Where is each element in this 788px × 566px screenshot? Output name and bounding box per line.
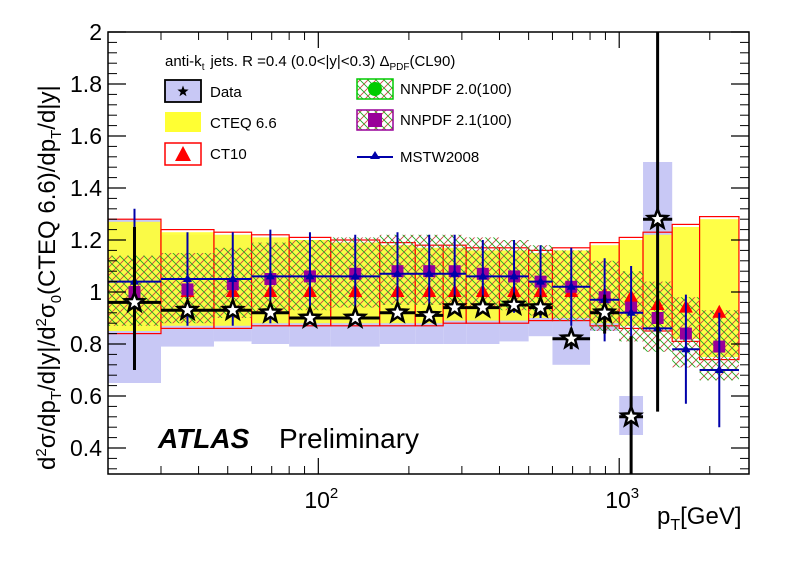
data-marker <box>618 403 644 428</box>
data-marker <box>384 299 411 324</box>
plot-frame <box>107 31 750 475</box>
data-marker <box>174 296 201 322</box>
legend-label-cteq: CTEQ 6.6 <box>210 115 277 132</box>
legend-item-data: Data <box>164 79 242 103</box>
mstw-marker <box>424 268 434 277</box>
x-tick-label: 103 <box>605 485 639 513</box>
data-marker <box>558 325 585 350</box>
mstw-marker <box>228 274 238 282</box>
legend-label-data: Data <box>210 84 242 101</box>
legend: Data CTEQ 6.6 CT10 NNPDF 2.0(100) NNPDF … <box>164 78 512 166</box>
mstw-marker <box>681 344 691 353</box>
circle-icon <box>368 82 382 96</box>
triangle-icon <box>370 151 380 159</box>
x-axis-title: pT[GeV] <box>657 503 742 534</box>
data-marker <box>501 291 528 317</box>
legend-item-nnpdf20: NNPDF 2.0(100) <box>356 78 512 100</box>
legend-item-mstw: MSTW2008 <box>357 149 479 166</box>
y-tick-label: 1.2 <box>70 227 102 253</box>
ct10-marker <box>712 304 727 318</box>
y-tick-label: 1 <box>89 279 102 305</box>
header-text: anti-kt jets. R =0.4 (0.0<|y|<0.3) ΔPDF(CL… <box>165 53 455 73</box>
data-marker <box>591 299 618 324</box>
data-marker <box>441 294 468 319</box>
mstw-marker <box>566 281 576 290</box>
data-marker <box>342 304 369 330</box>
legend-item-nnpdf21: NNPDF 2.1(100) <box>356 109 512 131</box>
legend-label-nnpdf20: NNPDF 2.0(100) <box>400 81 512 98</box>
triangle-icon <box>175 146 191 161</box>
mstw-marker <box>350 271 360 280</box>
square-icon <box>368 113 382 127</box>
mstw-marker <box>536 276 546 285</box>
y-tick-label: 0.4 <box>70 435 102 461</box>
y-tick-label: 0.8 <box>70 331 102 357</box>
legend-item-cteq: CTEQ 6.6 <box>165 112 277 132</box>
data-marker <box>527 294 554 319</box>
y-tick-label: 1.4 <box>70 175 102 201</box>
atlas-label: ATLAS <box>157 423 250 454</box>
mstw-marker <box>450 268 460 277</box>
legend-label-nnpdf21: NNPDF 2.1(100) <box>400 112 512 129</box>
x-tick-label: 102 <box>304 485 338 513</box>
mstw-marker <box>305 271 315 280</box>
data-marker <box>416 301 443 327</box>
y-tick-label: 2 <box>89 19 102 45</box>
mstw-marker <box>714 365 724 373</box>
y-tick-label: 1.8 <box>70 71 102 97</box>
star-icon <box>177 85 189 97</box>
mstw-marker <box>626 307 636 316</box>
data-marker <box>644 205 671 231</box>
legend-label-mstw: MSTW2008 <box>400 149 479 166</box>
data-points <box>108 32 673 474</box>
data-marker <box>469 294 496 319</box>
legend-item-ct10: CT10 <box>164 142 247 166</box>
y-tick-label: 0.6 <box>70 383 102 409</box>
legend-label-ct10: CT10 <box>210 146 247 163</box>
data-marker <box>257 299 284 324</box>
preliminary-label: Preliminary <box>279 423 419 454</box>
y-tick-label: 1.6 <box>70 123 102 149</box>
mstw-marker <box>265 271 275 280</box>
data-marker <box>219 296 246 322</box>
y-axis-title: d2σ/dpT/d|y|/d2σ0(CTEQ 6.6)/dpT/d|y| <box>33 85 65 470</box>
mstw-marker <box>182 274 192 282</box>
axes: 0.4 0.6 0.8 1 1.2 1.4 1.6 1.8 2 102 103 <box>70 19 749 513</box>
data-marker <box>297 304 323 329</box>
mstw-marker <box>509 271 519 280</box>
mstw-marker <box>478 271 488 280</box>
data-marker <box>121 288 148 314</box>
mstw-marker <box>392 268 402 277</box>
